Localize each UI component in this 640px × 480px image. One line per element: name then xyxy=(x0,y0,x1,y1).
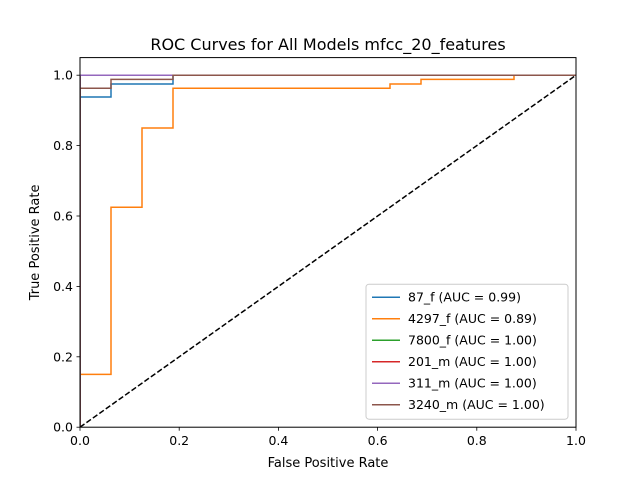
legend-entry-label: 7800_f (AUC = 1.00) xyxy=(408,333,537,348)
y-tick-label: 0.6 xyxy=(53,209,73,224)
x-axis-label: False Positive Rate xyxy=(268,456,389,471)
x-axis-ticks: 0.0 0.2 0.4 0.6 0.8 1.0 xyxy=(70,427,586,448)
roc-curve-5 xyxy=(80,74,576,428)
plot-frame xyxy=(79,57,577,428)
chart-title: ROC Curves for All Models mfcc_20_featur… xyxy=(150,35,505,55)
legend-box xyxy=(365,283,569,420)
x-tick-label: 0.6 xyxy=(368,433,388,448)
series-layer xyxy=(80,74,576,428)
y-tick-label: 0.2 xyxy=(53,349,73,364)
legend-entry-label: 311_m (AUC = 1.00) xyxy=(408,376,537,391)
y-tick-label: 0.0 xyxy=(53,420,73,435)
legend-entry-label: 87_f (AUC = 0.99) xyxy=(408,290,521,305)
chance-line xyxy=(80,74,576,428)
x-tick-label: 0.8 xyxy=(467,433,487,448)
y-tick-label: 0.8 xyxy=(53,138,73,153)
y-tick-label: 1.0 xyxy=(53,68,73,83)
y-axis-ticks: 0.0 0.2 0.4 0.6 0.8 1.0 xyxy=(53,68,80,435)
legend-entry-label: 3240_m (AUC = 1.00) xyxy=(408,397,545,412)
y-axis-label: True Positive Rate xyxy=(28,184,43,301)
legend-entry-label: 201_m (AUC = 1.00) xyxy=(408,354,537,369)
x-tick-label: 0.0 xyxy=(70,433,90,448)
legend-entry-label: 4297_f (AUC = 0.89) xyxy=(408,311,537,326)
roc-curve-1 xyxy=(80,74,576,428)
y-tick-label: 0.4 xyxy=(53,279,73,294)
legend: 87_f (AUC = 0.99) 4297_f (AUC = 0.89) 7800… xyxy=(365,283,569,420)
x-tick-label: 1.0 xyxy=(566,433,586,448)
x-tick-label: 0.2 xyxy=(169,433,189,448)
x-tick-label: 0.4 xyxy=(268,433,288,448)
